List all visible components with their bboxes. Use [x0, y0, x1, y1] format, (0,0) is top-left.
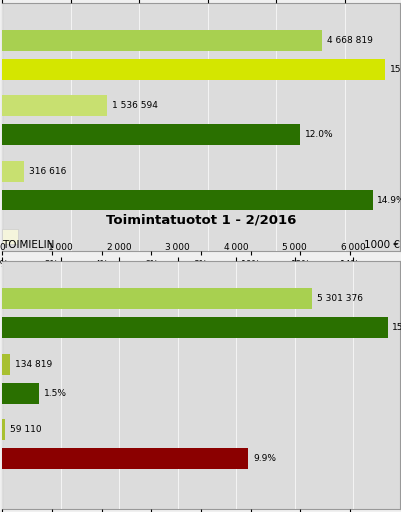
- Title: Toimintatuotot 1 - 2/2016: Toimintatuotot 1 - 2/2016: [105, 214, 296, 226]
- Text: 1000 €: 1000 €: [363, 240, 399, 250]
- Text: 15.4%: 15.4%: [389, 65, 401, 74]
- Bar: [2, 161, 24, 182]
- Text: 12.0%: 12.0%: [304, 130, 333, 139]
- Bar: [2, 229, 18, 244]
- Bar: [2, 419, 6, 440]
- Text: 316 616: 316 616: [28, 167, 66, 176]
- Bar: [2, 59, 384, 80]
- Text: 9.9%: 9.9%: [252, 454, 275, 463]
- Text: 5 301 376: 5 301 376: [316, 294, 362, 304]
- Text: 1 536 594: 1 536 594: [112, 101, 158, 111]
- Text: 134 819: 134 819: [15, 360, 52, 369]
- Bar: [2, 354, 10, 375]
- Bar: [2, 124, 300, 145]
- Bar: [2, 382, 39, 403]
- Text: 14.9%: 14.9%: [377, 196, 401, 204]
- Text: 15.5%: 15.5%: [391, 323, 401, 332]
- Bar: [2, 95, 107, 116]
- Bar: [2, 317, 387, 338]
- Text: 4 668 819: 4 668 819: [326, 36, 372, 45]
- Text: TOIMIELIN: TOIMIELIN: [2, 240, 54, 250]
- Bar: [2, 189, 372, 210]
- Bar: [2, 288, 312, 309]
- Text: 59 110: 59 110: [10, 425, 42, 434]
- Bar: [2, 30, 322, 51]
- Bar: [2, 448, 248, 469]
- Text: 1.5%: 1.5%: [44, 389, 67, 397]
